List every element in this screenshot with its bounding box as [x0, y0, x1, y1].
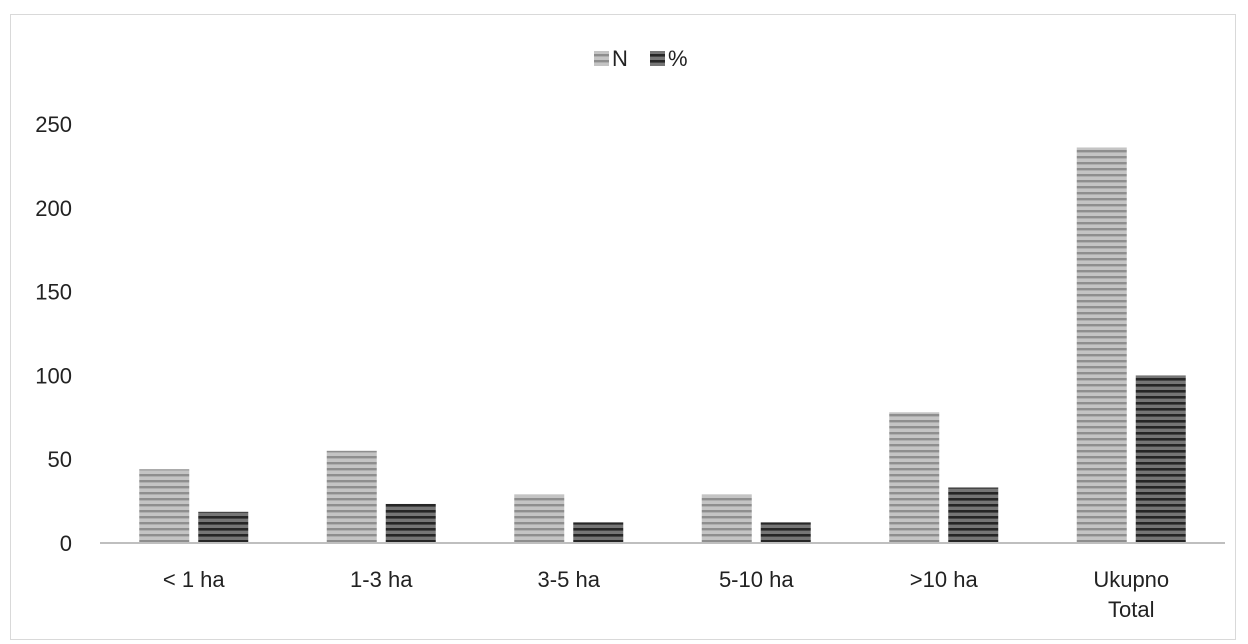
x-tick-label: 3-5 ha [538, 567, 601, 592]
bar-N-5 [1076, 147, 1127, 544]
bar-N-0 [139, 469, 190, 543]
x-tick-label: 1-3 ha [350, 567, 413, 592]
bar-%-3 [760, 522, 811, 543]
legend-swatch-% [650, 51, 665, 66]
legend-swatch-N [594, 51, 609, 66]
bar-N-1 [326, 450, 377, 543]
bar-N-3 [701, 494, 752, 543]
bar-N-4 [889, 412, 940, 543]
bar-N-2 [514, 494, 565, 543]
y-tick-label: 100 [35, 363, 72, 388]
bar-%-2 [573, 522, 624, 543]
legend-label-%: % [668, 46, 688, 71]
legend-label-N: N [612, 46, 628, 71]
y-tick-label: 50 [48, 447, 72, 472]
y-tick-label: 200 [35, 196, 72, 221]
y-tick-label: 0 [60, 531, 72, 556]
x-tick-label: >10 ha [910, 567, 979, 592]
y-axis: 0 50 100 150 200 250 [35, 112, 72, 556]
x-tick-label: Ukupno Total [1093, 567, 1169, 622]
bars [139, 147, 1186, 544]
bar-%-0 [198, 511, 249, 543]
x-tick-label: 5-10 ha [719, 567, 794, 592]
bar-%-5 [1135, 375, 1186, 543]
legend: N% [594, 46, 688, 71]
bar-%-4 [948, 487, 999, 543]
x-axis: < 1 ha 1-3 ha 3-5 ha 5-10 ha >10 ha Ukupno Tot… [100, 542, 1225, 622]
y-tick-label: 150 [35, 280, 72, 305]
x-tick-label: < 1 ha [163, 567, 226, 592]
y-tick-label: 250 [35, 112, 72, 137]
bar-%-1 [385, 503, 436, 543]
